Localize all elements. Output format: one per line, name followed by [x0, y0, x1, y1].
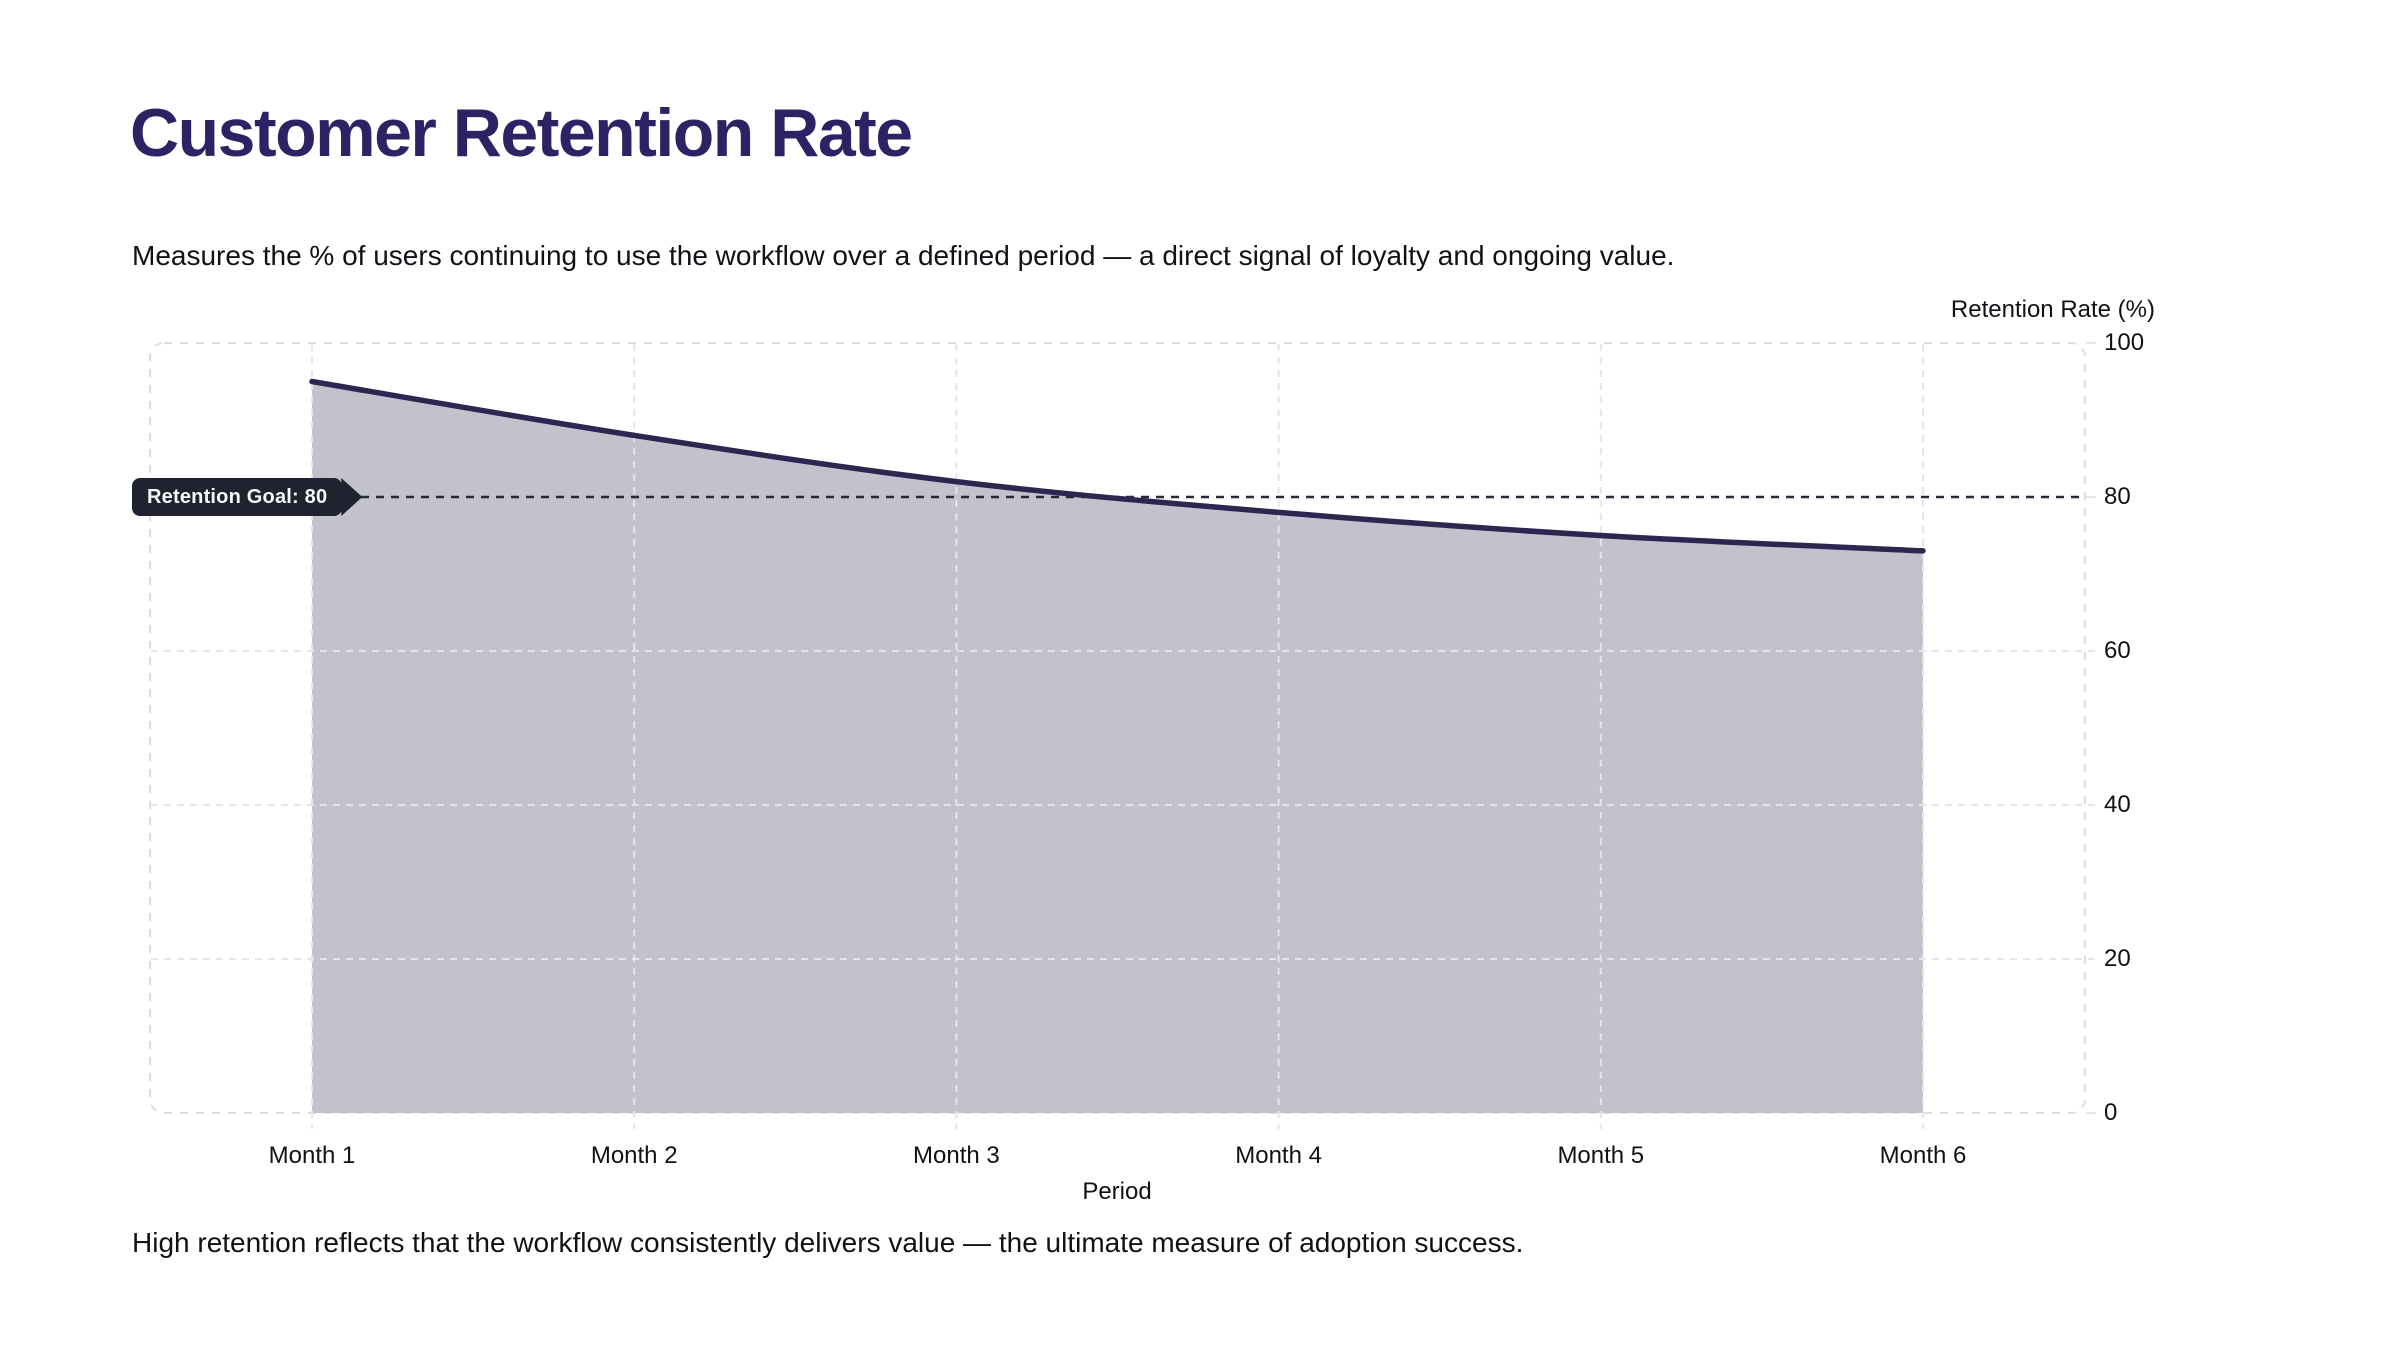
x-tick-label: Month 3 — [913, 1142, 1000, 1169]
chart-subtitle: Measures the % of users continuing to us… — [132, 240, 1675, 271]
x-axis-title: Period — [1082, 1178, 1152, 1205]
y-tick-label: 20 — [2104, 945, 2131, 972]
page-title: Customer Retention Rate — [130, 95, 913, 171]
x-tick-label: Month 5 — [1557, 1142, 1645, 1169]
x-tick-label: Month 2 — [590, 1142, 678, 1169]
goal-badge-label: Retention Goal: 80 — [147, 485, 328, 508]
y-tick-label: 60 — [2104, 637, 2131, 664]
y-tick-label: 80 — [2104, 483, 2131, 510]
x-tick-label: Month 1 — [268, 1142, 356, 1169]
y-tick-label: 0 — [2104, 1099, 2118, 1126]
x-tick-label: Month 4 — [1235, 1142, 1322, 1169]
y-axis-title: Retention Rate (%) — [1950, 296, 2155, 323]
y-tick-label: 40 — [2104, 791, 2131, 818]
x-tick-label: Month 6 — [1879, 1142, 1967, 1169]
chart-footnote: High retention reflects that the workflo… — [132, 1227, 1524, 1258]
y-tick-label: 100 — [2104, 329, 2145, 356]
goal-badge: Retention Goal: 80 — [132, 478, 363, 516]
